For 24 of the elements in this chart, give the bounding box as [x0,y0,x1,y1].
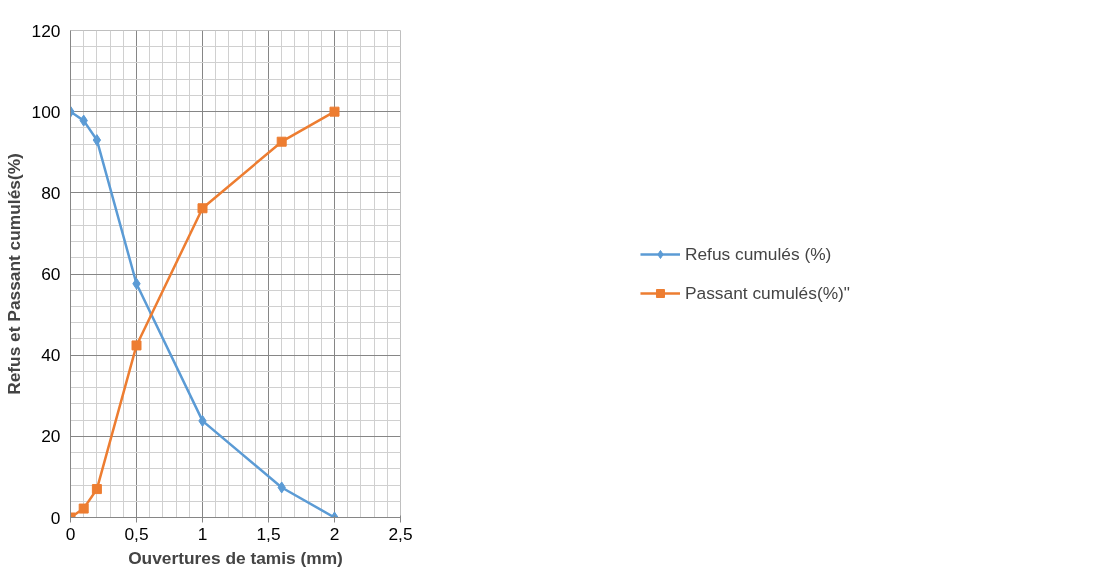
y-tick-label: 120 [31,20,61,41]
x-tick-label: 0 [65,523,76,544]
y-tick-label: 40 [41,345,61,366]
x-tick-label: 0,5 [124,523,149,544]
legend-label: Passant cumulés(%)" [684,282,851,304]
point [92,134,102,147]
x-tick-label: 2 [329,523,340,544]
point [131,340,142,351]
x-tick-label: 1 [197,523,208,544]
legend-label: Refus cumulés (%) [684,243,832,265]
y-axis-title: Refus et Passant cumulés(%) [3,153,24,395]
y-tick-label: 20 [41,426,61,447]
point [78,503,89,514]
x-axis-title: Ouvertures de tamis (mm) [128,547,343,568]
y-tick-label: 100 [31,101,61,122]
y-tick-label: 80 [41,182,61,203]
x-tick-label: 2,5 [388,523,413,544]
x-tick-label: 1,5 [256,523,281,544]
point [91,484,102,495]
point [329,106,340,117]
y-tick-label: 0 [50,507,61,528]
point [276,136,287,147]
y-tick-label: 60 [41,264,61,284]
point [197,203,208,214]
